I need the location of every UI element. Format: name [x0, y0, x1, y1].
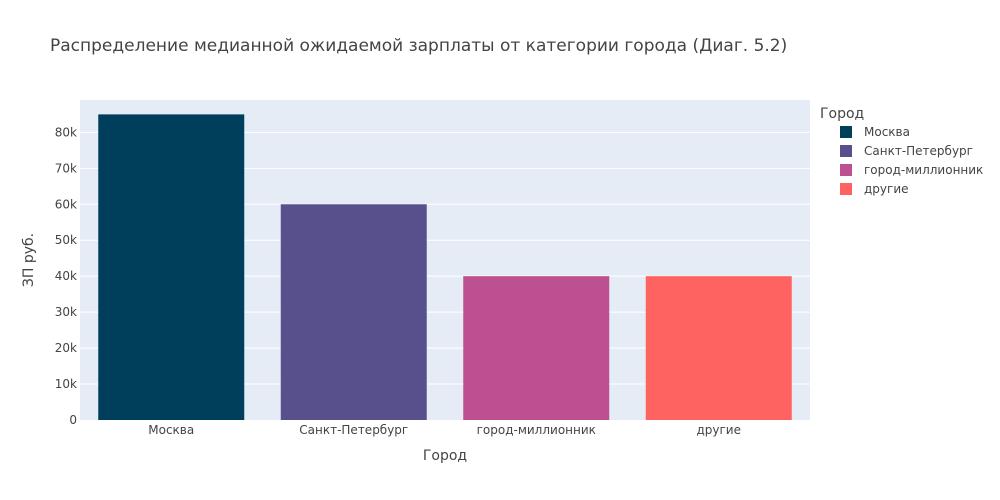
- x-axis-title: Город: [423, 448, 467, 464]
- legend-swatch[interactable]: [840, 164, 852, 176]
- legend-swatch[interactable]: [840, 183, 852, 195]
- bar-2[interactable]: [281, 204, 427, 420]
- y-tick-label: 40k: [55, 269, 77, 283]
- bar-3[interactable]: [463, 276, 609, 420]
- legend-label[interactable]: Москва: [864, 125, 910, 139]
- y-axis-title: ЗП руб.: [21, 233, 37, 287]
- y-tick-label: 0: [69, 413, 77, 427]
- x-tick-label: Москва: [148, 423, 194, 437]
- y-tick-label: 70k: [55, 161, 77, 175]
- y-tick-label: 80k: [55, 125, 77, 139]
- x-tick-label: Санкт-Петербург: [299, 423, 408, 437]
- legend-items: Москва Санкт-Петербург город-миллионник дру…: [840, 125, 983, 196]
- y-tick-label: 50k: [55, 233, 77, 247]
- y-tick-label: 20k: [55, 341, 77, 355]
- legend-label[interactable]: Санкт-Петербург: [864, 144, 973, 158]
- bar-4[interactable]: [646, 276, 792, 420]
- chart-title: Распределение медианной ожидаемой зарпла…: [50, 36, 787, 56]
- x-tick-label: другие: [696, 423, 741, 437]
- y-tick-label: 30k: [55, 305, 77, 319]
- legend-title: Город: [820, 106, 864, 122]
- y-tick-label: 60k: [55, 197, 77, 211]
- bar-1[interactable]: [98, 114, 244, 420]
- x-tick-label: город-миллионник: [477, 423, 596, 437]
- legend-swatch[interactable]: [840, 126, 852, 138]
- y-tick-label: 10k: [55, 377, 77, 391]
- x-axis-ticks: Москва Санкт-Петербург город-миллионник дру…: [148, 423, 741, 437]
- legend: Город Москва Санкт-Петербург город-миллион…: [820, 106, 983, 196]
- legend-label[interactable]: город-миллионник: [864, 163, 983, 177]
- legend-swatch[interactable]: [840, 145, 852, 157]
- legend-label[interactable]: другие: [864, 182, 909, 196]
- y-axis-ticks: 0 10k 20k 30k 40k 50k 60k 70k 80k: [55, 125, 77, 427]
